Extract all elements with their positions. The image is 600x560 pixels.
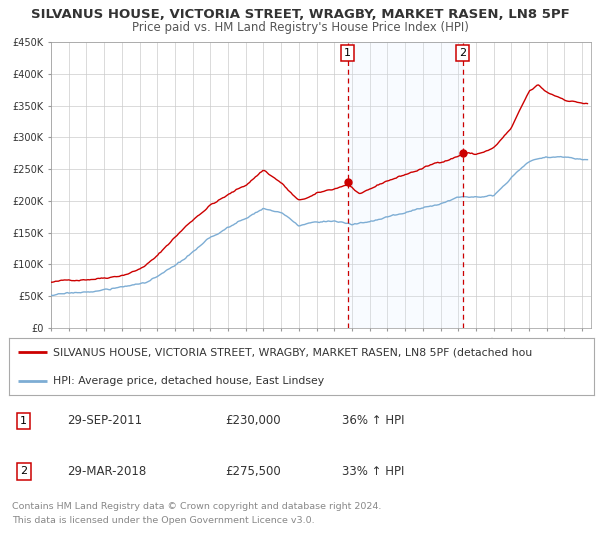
Text: SILVANUS HOUSE, VICTORIA STREET, WRAGBY, MARKET RASEN, LN8 5PF: SILVANUS HOUSE, VICTORIA STREET, WRAGBY,… [31, 8, 569, 21]
Text: This data is licensed under the Open Government Licence v3.0.: This data is licensed under the Open Gov… [12, 516, 314, 525]
Text: 2: 2 [459, 48, 466, 58]
Text: 1: 1 [344, 48, 351, 58]
Text: 36% ↑ HPI: 36% ↑ HPI [343, 414, 405, 427]
Text: 29-MAR-2018: 29-MAR-2018 [67, 465, 147, 478]
Text: Contains HM Land Registry data © Crown copyright and database right 2024.: Contains HM Land Registry data © Crown c… [12, 502, 382, 511]
Text: 33% ↑ HPI: 33% ↑ HPI [343, 465, 405, 478]
Text: £230,000: £230,000 [226, 414, 281, 427]
Text: 1: 1 [20, 416, 27, 426]
Text: SILVANUS HOUSE, VICTORIA STREET, WRAGBY, MARKET RASEN, LN8 5PF (detached hou: SILVANUS HOUSE, VICTORIA STREET, WRAGBY,… [53, 347, 532, 357]
Text: 2: 2 [20, 466, 27, 476]
Text: £275,500: £275,500 [226, 465, 281, 478]
Text: 29-SEP-2011: 29-SEP-2011 [67, 414, 143, 427]
Text: HPI: Average price, detached house, East Lindsey: HPI: Average price, detached house, East… [53, 376, 324, 386]
Bar [347, 42, 463, 328]
Text: Price paid vs. HM Land Registry's House Price Index (HPI): Price paid vs. HM Land Registry's House … [131, 21, 469, 34]
